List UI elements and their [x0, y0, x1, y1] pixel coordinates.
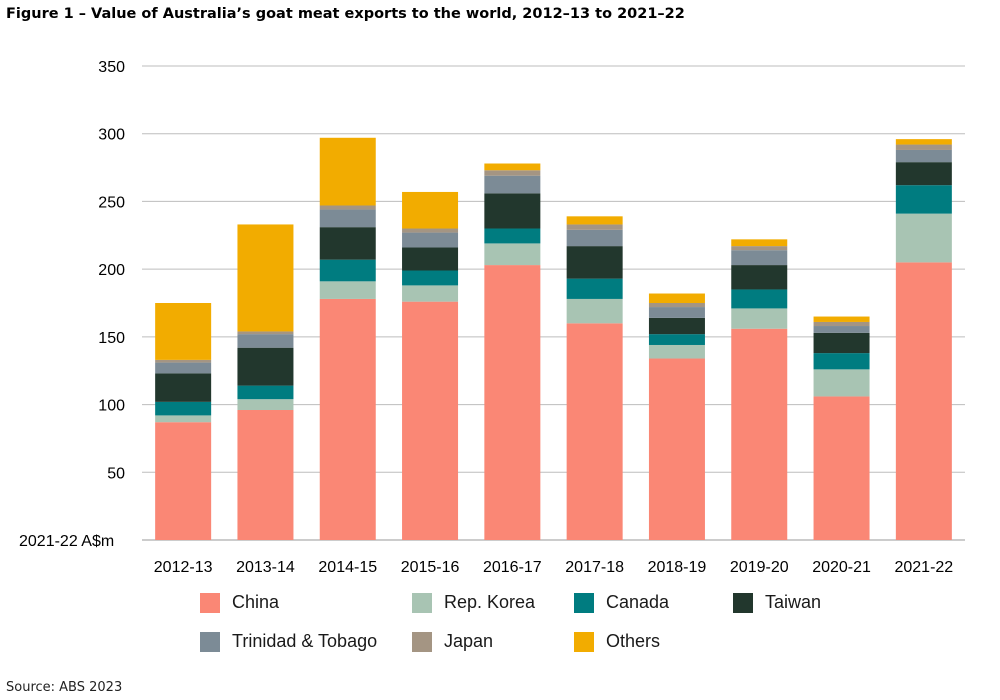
source-note: Source: ABS 2023	[6, 680, 123, 695]
bar-segment-taiwan	[237, 347, 294, 386]
bar-segment-japan	[402, 228, 459, 233]
bar-segment-canada	[813, 353, 870, 370]
bar-segment-taiwan	[402, 247, 459, 271]
y-tick-label: 150	[98, 330, 125, 347]
figure-title: Figure 1 – Value of Australia’s goat mea…	[6, 6, 685, 22]
x-tick-label: 2018-19	[648, 559, 707, 576]
x-tick-label: 2021-22	[894, 559, 953, 576]
bar-segment-china	[566, 323, 623, 540]
bar-segment-trinidad-tobago	[155, 362, 212, 374]
bar-segment-rep-korea	[731, 308, 788, 329]
x-tick-label: 2013-14	[236, 559, 295, 576]
bar-segment-taiwan	[484, 193, 541, 229]
bar-segment-rep-korea	[813, 369, 870, 397]
bar-segment-canada	[155, 401, 212, 416]
bar-segment-others	[402, 191, 459, 229]
bar-segment-trinidad-tobago	[731, 250, 788, 266]
bar-segment-taiwan	[731, 265, 788, 290]
bar-segment-rep-korea	[319, 281, 376, 299]
bar-segment-trinidad-tobago	[237, 334, 294, 348]
bar-segment-canada	[566, 278, 623, 299]
bar-segment-rep-korea	[648, 344, 705, 359]
bar-segment-japan	[566, 224, 623, 230]
y-tick-label: 350	[98, 59, 125, 76]
bar-segment-taiwan	[155, 373, 212, 402]
x-tick-label: 2014-15	[318, 559, 377, 576]
bar-segment-china	[731, 328, 788, 540]
bar-segment-taiwan	[648, 317, 705, 335]
bar-segment-trinidad-tobago	[648, 307, 705, 318]
bar-segment-canada	[648, 334, 705, 345]
x-tick-label: 2012-13	[154, 559, 213, 576]
bar-segment-taiwan	[895, 162, 952, 186]
bar-segment-japan	[237, 331, 294, 335]
bar-segment-trinidad-tobago	[566, 229, 623, 247]
bar-segment-rep-korea	[566, 298, 623, 324]
bar-segment-taiwan	[319, 227, 376, 260]
bar-segment-canada	[237, 385, 294, 400]
bar-segment-japan	[731, 246, 788, 251]
bar-segment-japan	[155, 359, 212, 363]
bar-segment-china	[648, 358, 705, 540]
bar-segment-others	[895, 139, 952, 145]
x-tick-label: 2016-17	[483, 559, 542, 576]
bar-segment-japan	[484, 170, 541, 176]
bar-segment-trinidad-tobago	[402, 232, 459, 248]
y-axis-label: 2021-22 A$m	[19, 533, 114, 550]
bar-segment-canada	[484, 228, 541, 244]
bar-segment-rep-korea	[402, 285, 459, 302]
bar-segment-rep-korea	[484, 243, 541, 266]
x-tick-label: 2020-21	[812, 559, 871, 576]
bar-segment-trinidad-tobago	[895, 149, 952, 163]
bar-segment-canada	[402, 270, 459, 286]
x-tick-label: 2019-20	[730, 559, 789, 576]
bar-segment-rep-korea	[895, 213, 952, 263]
bar-segment-others	[731, 239, 788, 247]
x-axis-ticks: 2012-13 2013-14 2014-15 2015-16 2016-17 2017-…	[154, 559, 954, 576]
bar-segment-china	[813, 396, 870, 540]
y-tick-label: 250	[98, 194, 125, 211]
bar-segment-others	[484, 163, 541, 171]
bar-segment-trinidad-tobago	[484, 175, 541, 194]
bar-segment-japan	[813, 321, 870, 327]
bar-segment-taiwan	[813, 332, 870, 354]
y-tick-label: 50	[107, 465, 125, 482]
bar-segment-trinidad-tobago	[813, 326, 870, 333]
bar-segment-china	[484, 265, 541, 540]
bar-segment-canada	[319, 259, 376, 282]
bar-segment-rep-korea	[155, 415, 212, 423]
bar-segment-japan	[319, 205, 376, 210]
y-tick-label: 300	[98, 127, 125, 144]
bar-segment-china	[319, 298, 376, 540]
bar-segment-others	[319, 137, 376, 206]
bar-segment-others	[566, 216, 623, 225]
bar-segment-canada	[731, 289, 788, 309]
bar-segment-taiwan	[566, 246, 623, 279]
x-tick-label: 2017-18	[565, 559, 624, 576]
y-axis-ticks: 50 100 150 200 250 300 350	[98, 59, 125, 482]
bar-segment-others	[155, 303, 212, 360]
y-tick-label: 100	[98, 398, 125, 415]
bar-segment-japan	[895, 144, 952, 150]
bar-segment-china	[895, 262, 952, 540]
bar-segment-trinidad-tobago	[319, 209, 376, 228]
bar-segment-china	[402, 301, 459, 540]
bar-segment-china	[237, 409, 294, 540]
bars	[155, 137, 952, 540]
x-tick-label: 2015-16	[401, 559, 460, 576]
bar-segment-japan	[648, 303, 705, 308]
y-tick-label: 200	[98, 262, 125, 279]
bar-segment-canada	[895, 185, 952, 214]
bar-segment-others	[813, 316, 870, 322]
bar-segment-others	[648, 293, 705, 303]
bar-segment-rep-korea	[237, 399, 294, 410]
bar-segment-others	[237, 224, 294, 332]
bar-segment-china	[155, 422, 212, 540]
